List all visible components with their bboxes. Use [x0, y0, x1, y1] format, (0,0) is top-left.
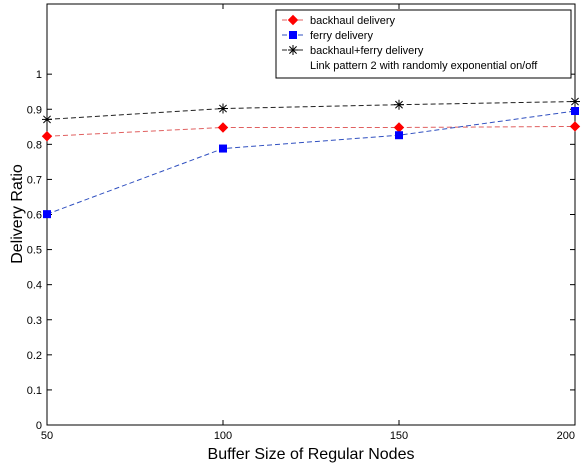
data-point-2 [219, 144, 227, 153]
y-tick-label: 0.7 [27, 174, 42, 186]
y-tick-label: 0.1 [27, 385, 42, 397]
series-markers [41, 96, 581, 219]
data-point-3 [394, 99, 404, 110]
legend-items: backhaul delivery ferry delivery backhaul+… [282, 14, 424, 57]
x-tick-label: 200 [557, 430, 575, 442]
legend-label: ferry delivery [310, 30, 373, 42]
y-tick-label: 0.5 [27, 245, 42, 257]
y-tick-label: 1 [36, 69, 42, 81]
data-point-2 [43, 210, 51, 219]
y-tick-label: 0.6 [27, 210, 42, 222]
series-line-2 [46, 110, 576, 215]
y-tick-label: 0.8 [27, 139, 42, 151]
x-axis-ticks: 50 100 150 200 [41, 4, 576, 442]
series-line-1 [46, 125, 576, 137]
x-tick-label: 150 [390, 430, 408, 442]
legend-marker [289, 31, 297, 39]
y-tick-label: 0.9 [27, 104, 42, 116]
legend-note: Link pattern 2 with randomly exponential… [310, 60, 538, 72]
legend-label: backhaul+ferry delivery [310, 45, 424, 57]
y-tick-label: 0 [36, 420, 42, 432]
y-tick-label: 0.2 [27, 350, 42, 362]
legend-box [275, 9, 572, 79]
y-axis-ticks: 0 0.1 0.2 0.3 0.4 0.5 0.6 0.7 0.8 0.9 1 [27, 69, 575, 432]
data-point-3 [570, 96, 580, 107]
data-point-1 [41, 131, 53, 142]
data-point-3 [42, 114, 52, 125]
y-tick-label: 0.3 [27, 315, 42, 327]
x-tick-label: 100 [214, 430, 232, 442]
y-axis-label: Delivery Ratio [9, 164, 26, 264]
data-point-3 [218, 103, 228, 114]
y-tick-label: 0.4 [27, 280, 42, 292]
x-axis-label: Buffer Size of Regular Nodes [208, 446, 415, 463]
data-point-1 [217, 122, 229, 133]
series-lines [46, 101, 576, 215]
data-point-2 [395, 131, 403, 140]
legend-marker [287, 14, 299, 26]
legend-label: backhaul delivery [310, 15, 395, 27]
legend-marker [288, 45, 298, 55]
x-tick-label: 50 [41, 430, 53, 442]
series-line-3 [46, 101, 576, 120]
legend: backhaul delivery ferry delivery backhaul+… [275, 9, 572, 79]
data-point-2 [571, 107, 579, 116]
data-point-1 [569, 121, 581, 132]
